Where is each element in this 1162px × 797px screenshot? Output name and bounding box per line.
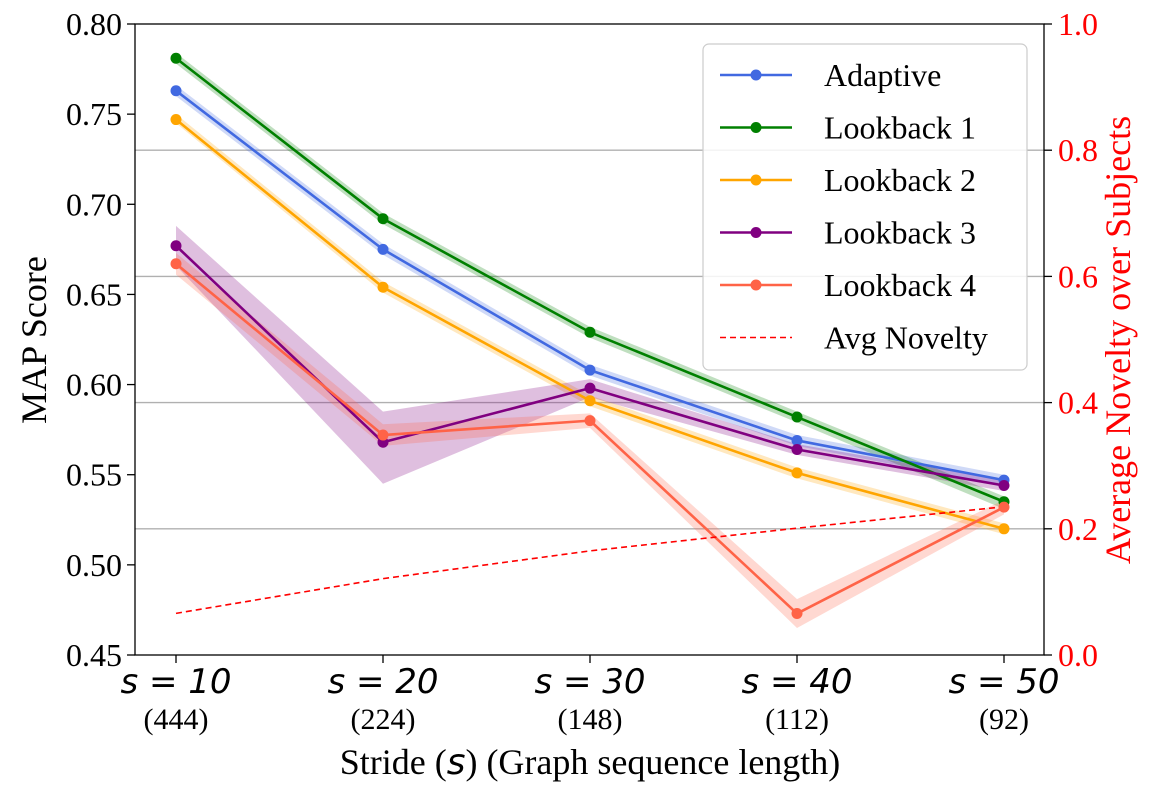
legend: Adaptive Lookback 1 Lookback 2 Lookback 3 Lo…	[702, 43, 1028, 371]
point-adaptive-3	[791, 434, 803, 446]
ytick-label-1: 0.50	[66, 547, 122, 583]
point-lookback-1-3	[791, 411, 803, 423]
ytick-label-7: 0.80	[66, 6, 122, 42]
ytick-label-2: 0.55	[66, 457, 122, 493]
legend-label-lookback-4: Lookback 4	[824, 267, 976, 303]
xtick-sublabel-2: (148)	[558, 703, 623, 736]
legend-marker-lookback-2	[750, 174, 762, 186]
point-adaptive-0	[170, 85, 182, 97]
series-markers	[170, 52, 1010, 620]
ytick-label-5: 0.70	[66, 186, 122, 222]
y2tick-label-4: 0.8	[1058, 132, 1098, 168]
legend-marker-lookback-4	[750, 279, 762, 291]
y2tick-label-5: 1.0	[1058, 6, 1098, 42]
ytick-label-6: 0.75	[66, 96, 122, 132]
y2tick-label-3: 0.6	[1058, 258, 1098, 294]
band-lookback-3	[176, 225, 1004, 491]
legend-label-adaptive: Adaptive	[824, 57, 941, 93]
xtick-label-1: s = 20	[327, 662, 438, 702]
ytick-label-0: 0.45	[66, 637, 122, 673]
x-axis-label-var: s	[447, 742, 466, 783]
x-axis-label-pre: Stride (	[340, 742, 447, 782]
x-axis-label-post: ) (Graph sequence length)	[465, 742, 840, 782]
point-lookback-3-4	[998, 480, 1010, 492]
y-axis-left-ticks: 0.45 0.50 0.55 0.60 0.65 0.70 0.75 0.80	[66, 6, 135, 673]
legend-label-avg-novelty: Avg Novelty	[824, 320, 988, 356]
x-axis-ticks: s = 10(444)s = 20(224)s = 30(148)s = 40(…	[120, 655, 1060, 736]
legend-label-lookback-2: Lookback 2	[824, 162, 976, 198]
legend-marker-lookback-3	[750, 227, 762, 238]
y-axis-right-ticks: 0.0 0.2 0.4 0.6 0.8 1.0	[1044, 6, 1098, 673]
point-lookback-3-0	[170, 240, 182, 252]
point-lookback-1-0	[170, 52, 182, 64]
xtick-label-0: s = 10	[120, 662, 231, 702]
y-axis-label: MAP Score	[14, 256, 54, 424]
point-adaptive-1	[377, 243, 389, 255]
point-lookback-2-1	[377, 281, 389, 293]
y2-axis-label: Average Novelty over Subjects	[1098, 116, 1138, 564]
point-lookback-4-0	[170, 258, 182, 270]
xtick-sublabel-1: (224)	[351, 703, 416, 736]
point-lookback-4-3	[791, 608, 803, 620]
y2tick-label-2: 0.4	[1058, 385, 1098, 421]
ytick-label-4: 0.65	[66, 276, 122, 312]
legend-marker-adaptive	[750, 69, 762, 81]
ytick-label-3: 0.60	[66, 367, 122, 403]
xtick-label-3: s = 40	[741, 662, 852, 702]
y2tick-label-1: 0.2	[1058, 511, 1098, 547]
xtick-sublabel-3: (112)	[765, 703, 829, 736]
legend-label-lookback-1: Lookback 1	[824, 110, 976, 146]
point-lookback-1-1	[377, 213, 389, 225]
xtick-sublabel-4: (92)	[979, 703, 1029, 736]
point-lookback-4-1	[377, 429, 389, 441]
legend-marker-lookback-1	[750, 122, 762, 133]
point-lookback-2-2	[584, 395, 596, 407]
point-lookback-2-0	[170, 114, 182, 126]
point-lookback-3-3	[791, 443, 803, 455]
xtick-sublabel-0: (444)	[144, 703, 209, 736]
legend-label-lookback-3: Lookback 3	[824, 215, 976, 251]
point-lookback-2-4	[998, 523, 1010, 535]
point-lookback-4-2	[584, 415, 596, 427]
xtick-label-2: s = 30	[534, 662, 645, 702]
point-lookback-3-2	[584, 382, 596, 394]
y2tick-label-0: 0.0	[1058, 637, 1098, 673]
point-adaptive-2	[584, 364, 596, 376]
legend-box	[702, 43, 1028, 371]
x-axis-label: Stride (s) (Graph sequence length)	[340, 742, 841, 783]
xtick-label-4: s = 50	[948, 662, 1059, 702]
point-lookback-4-4	[998, 501, 1010, 513]
point-lookback-1-2	[584, 326, 596, 338]
point-lookback-2-3	[791, 467, 803, 479]
